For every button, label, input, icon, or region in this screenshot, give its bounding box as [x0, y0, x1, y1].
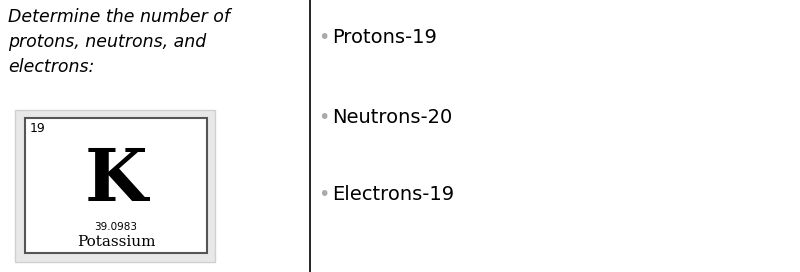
Text: 19: 19 — [30, 122, 46, 135]
Text: •: • — [318, 108, 330, 127]
Text: Protons-19: Protons-19 — [332, 28, 437, 47]
Text: •: • — [318, 28, 330, 47]
FancyBboxPatch shape — [15, 110, 215, 262]
FancyBboxPatch shape — [25, 118, 207, 253]
Text: Potassium: Potassium — [77, 235, 155, 249]
Text: •: • — [318, 185, 330, 204]
Text: 39.0983: 39.0983 — [94, 222, 138, 232]
Text: Neutrons-20: Neutrons-20 — [332, 108, 452, 127]
Text: Electrons-19: Electrons-19 — [332, 185, 454, 204]
Text: Determine the number of
protons, neutrons, and
electrons:: Determine the number of protons, neutron… — [8, 8, 230, 76]
Text: K: K — [85, 145, 147, 216]
